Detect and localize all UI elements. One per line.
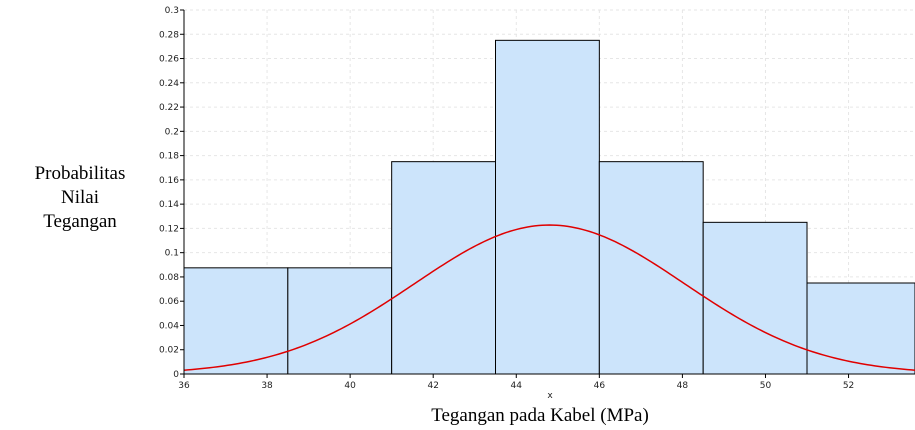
histogram-bar (183, 267, 289, 375)
histogram-bar (495, 39, 600, 375)
y-tick-label: 0.26 (159, 55, 179, 65)
y-tick-label: 0.12 (159, 224, 179, 234)
y-tick-label: 0 (173, 370, 179, 380)
histogram-bar (287, 267, 393, 375)
y-tick-label: 0.22 (159, 103, 179, 113)
y-tick-label: 0.08 (159, 273, 179, 283)
histogram-bar (702, 221, 808, 375)
histogram-bar (391, 161, 497, 375)
x-tick-label: 40 (344, 381, 356, 391)
x-axis-variable: x (547, 391, 553, 401)
y-tick-label: 0.28 (159, 30, 179, 40)
y-tick-label: 0.18 (159, 152, 179, 162)
histogram-bars (183, 39, 915, 375)
y-tick-label: 0.06 (159, 297, 179, 307)
normal-fit-curve (183, 224, 915, 371)
y-tick-label: 0.3 (165, 6, 179, 16)
x-axis-ticks: 36 38 40 42 44 46 48 50 52 (178, 374, 854, 391)
y-axis-label-line-2: Nilai (61, 187, 99, 208)
x-tick-label: 44 (511, 381, 523, 391)
axes (183, 10, 915, 375)
y-tick-label: 0.2 (165, 127, 179, 137)
x-tick-label: 42 (427, 381, 438, 391)
y-tick-label: 0.14 (159, 200, 179, 210)
x-tick-label: 36 (178, 381, 190, 391)
x-axis-label: Tegangan pada Kabel (MPa) (431, 405, 649, 426)
x-tick-label: 50 (760, 381, 772, 391)
y-axis-ticks: 0 0.02 0.04 0.06 0.08 0.1 0.12 0.14 0.16 0.18 0.2 0… (159, 6, 184, 380)
y-tick-label: 0.16 (159, 176, 179, 186)
histogram-bar (806, 282, 915, 375)
y-tick-label: 0.24 (159, 79, 179, 89)
x-tick-label: 46 (594, 381, 606, 391)
y-tick-label: 0.02 (159, 346, 179, 356)
x-tick-label: 52 (843, 381, 854, 391)
histogram-bar (598, 161, 704, 375)
x-tick-label: 48 (677, 381, 689, 391)
y-axis-label-line-1: Probabilitas (35, 163, 126, 184)
y-axis-label-line-3: Tegangan (43, 211, 117, 232)
y-tick-label: 0.1 (165, 249, 179, 259)
x-tick-label: 38 (261, 381, 273, 391)
y-tick-label: 0.04 (159, 321, 179, 331)
